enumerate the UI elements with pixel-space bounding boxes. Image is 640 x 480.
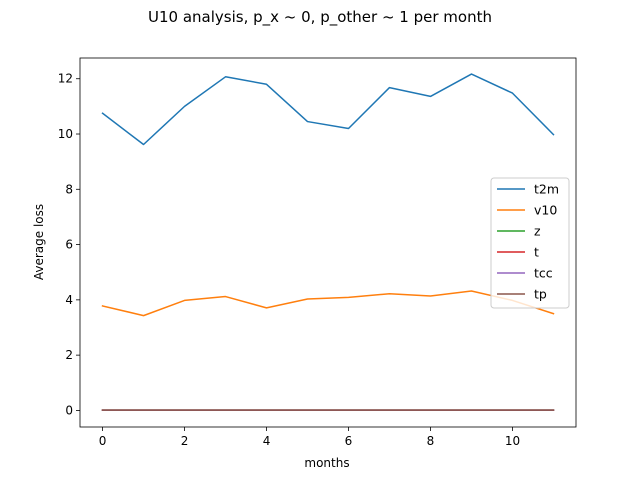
- y-tick-label: 12: [58, 72, 73, 86]
- y-tick-label: 4: [65, 293, 73, 307]
- legend-box: [490, 177, 570, 309]
- x-tick-label: 4: [263, 434, 271, 448]
- y-tick-label: 10: [58, 127, 73, 141]
- x-tick-label: 8: [427, 434, 435, 448]
- series-line-v10: [101, 290, 555, 317]
- axes: 0 2 4 6 8 10 0 2 4 6 8 10 12: [58, 57, 577, 448]
- y-tick-label: 6: [65, 238, 73, 252]
- legend-label-v10: v10: [534, 203, 557, 218]
- y-tick-label: 8: [65, 182, 73, 196]
- x-tick-label: 10: [505, 434, 520, 448]
- x-tick-label: 6: [345, 434, 353, 448]
- axes-frame: [79, 57, 577, 428]
- legend-label-z: z: [534, 224, 541, 239]
- legend-label-tp: tp: [534, 287, 547, 302]
- x-tick-label: 0: [99, 434, 107, 448]
- x-axis-label: months: [304, 456, 349, 470]
- y-axis-label: Average loss: [32, 204, 46, 280]
- legend: t2m v10 zt tcc tp: [490, 177, 570, 309]
- legend-label-t: t: [534, 245, 539, 260]
- y-tick-label: 0: [65, 403, 73, 417]
- series-line-t2m: [101, 73, 555, 146]
- legend-label-t2m: t2m: [534, 182, 559, 197]
- y-tick-label: 2: [65, 348, 73, 362]
- legend-label-tcc: tcc: [534, 266, 553, 281]
- plot-area: [101, 73, 555, 411]
- chart-title: U10 analysis, p_x ~ 0, p_other ~ 1 per m…: [148, 8, 492, 27]
- x-tick-label: 2: [181, 434, 189, 448]
